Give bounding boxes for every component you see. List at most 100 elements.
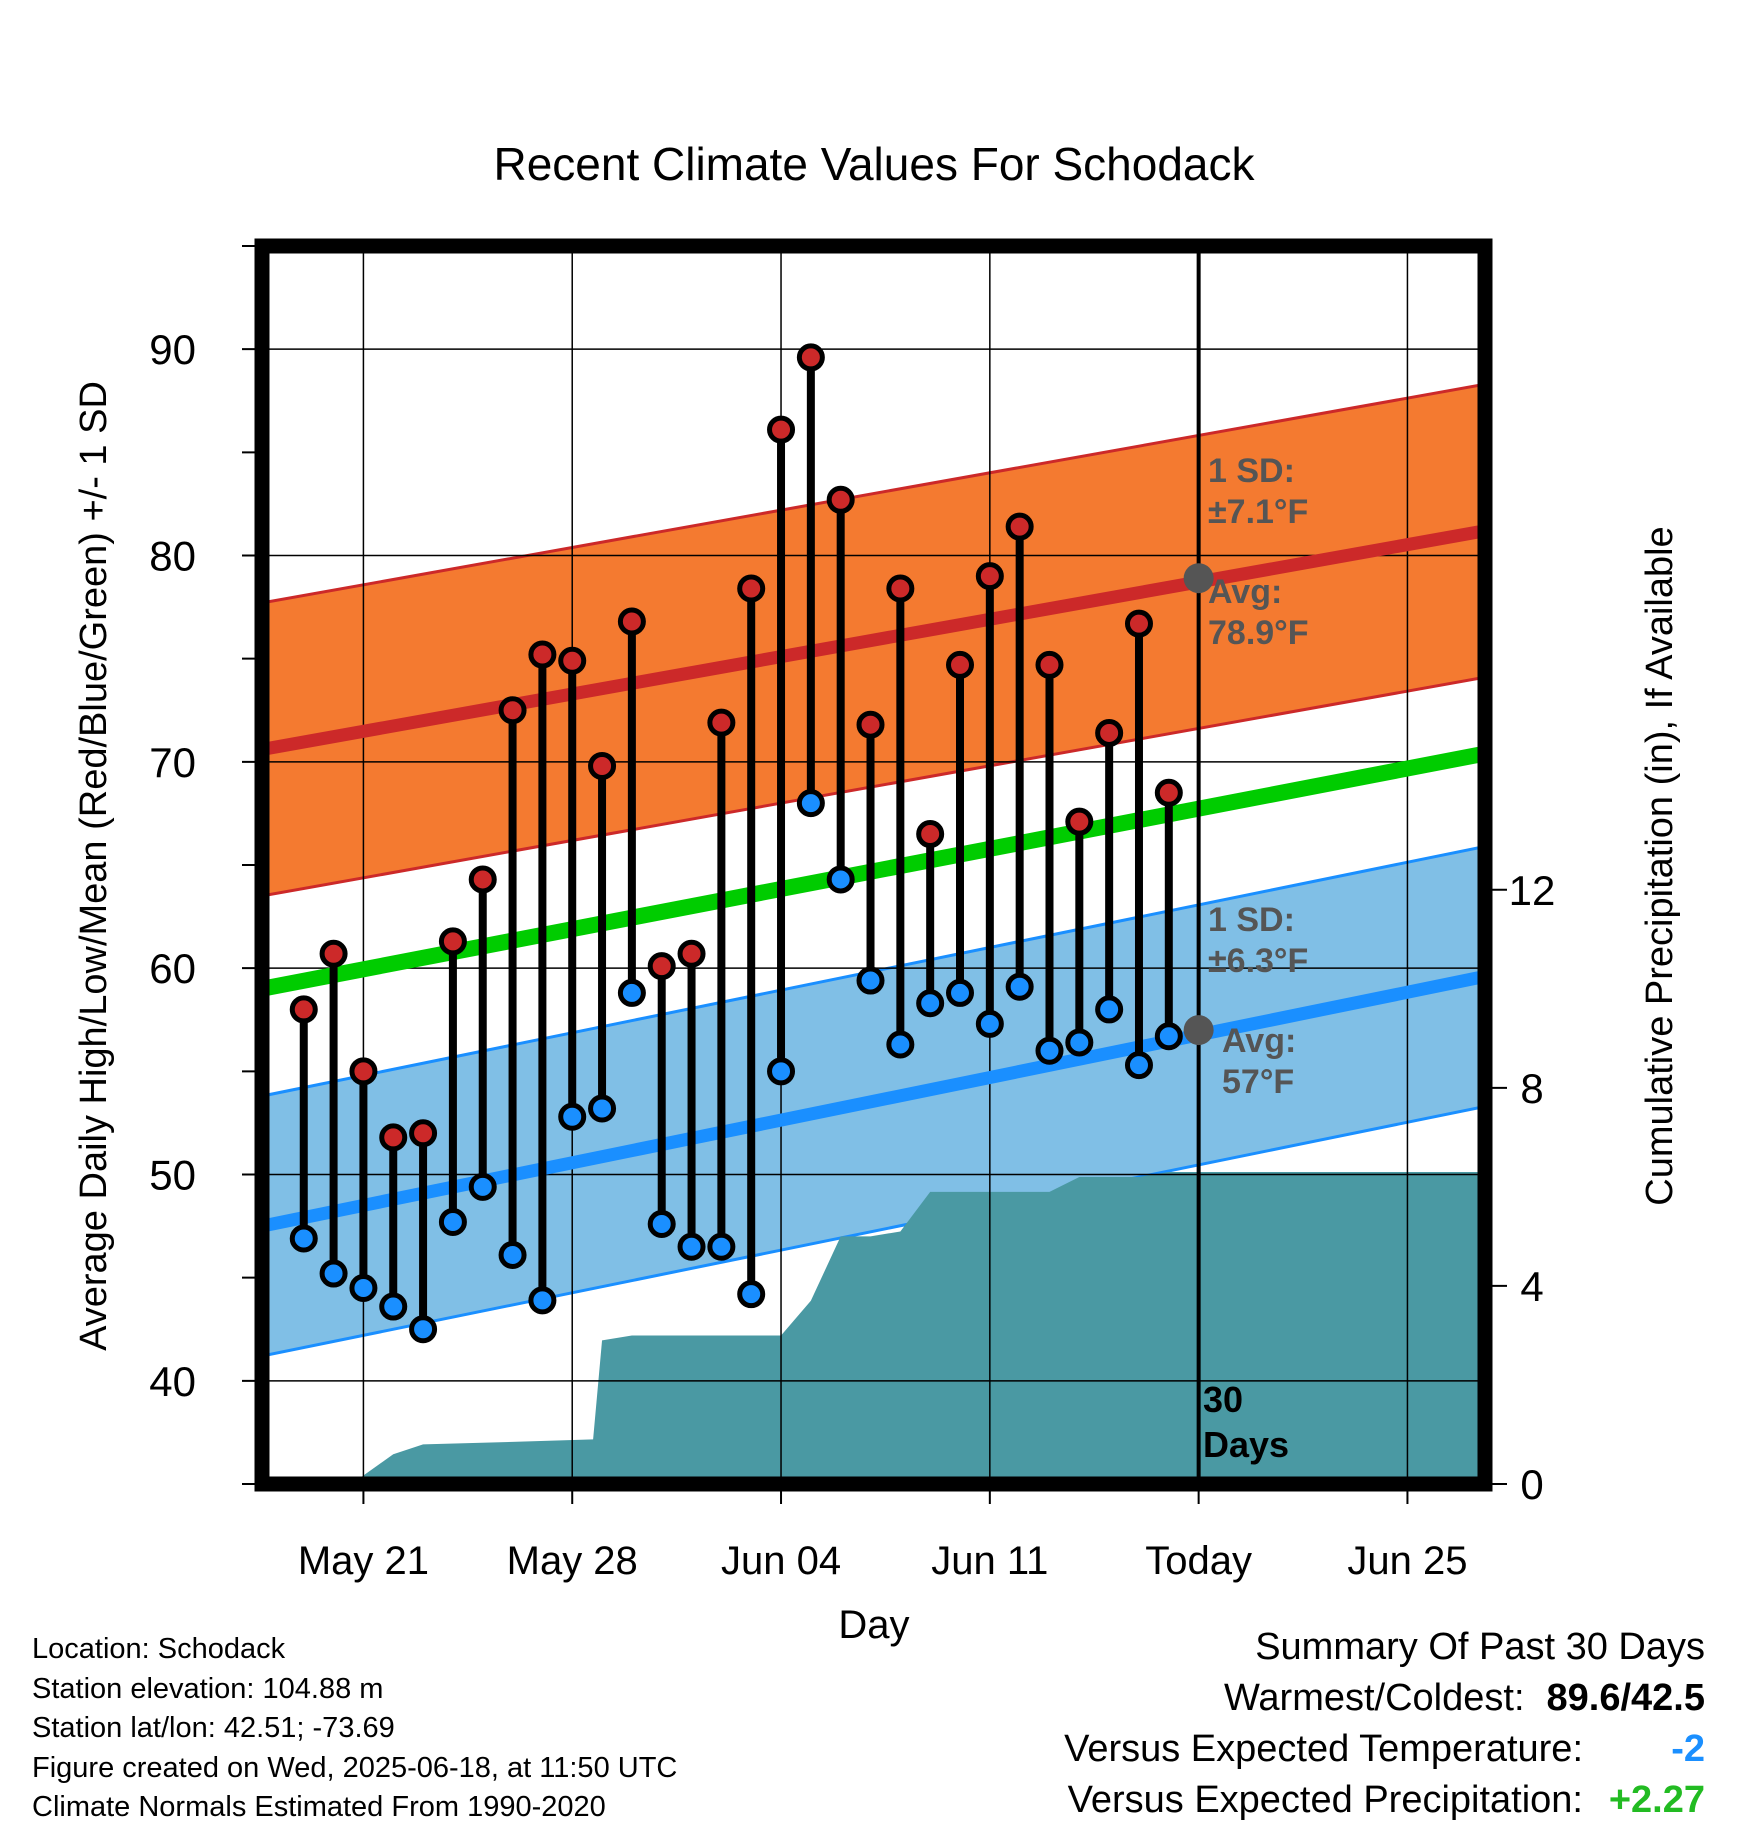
created-text: Figure created on Wed, 2025-06-18, at 11… <box>32 1751 678 1784</box>
low-point <box>409 1315 438 1344</box>
summary-warmest-coldest: Warmest/Coldest: 89.6/42.5 <box>1064 1673 1705 1724</box>
y-axis-left-label: Average Daily High/Low/Mean (Red/Blue/Gr… <box>73 381 115 1351</box>
high-sd-value: ±7.1°F <box>1208 493 1308 531</box>
low-point <box>558 1102 587 1131</box>
high-point <box>767 415 796 444</box>
high-sd-band-upper-edge <box>262 382 1485 605</box>
x-axis-label: Day <box>838 1603 909 1647</box>
y-left-tick-label: 80 <box>149 533 196 580</box>
high-point <box>319 939 348 968</box>
high-point <box>349 1057 378 1086</box>
low-point <box>826 865 855 894</box>
high-point <box>916 820 945 849</box>
elevation-text: Station elevation: 104.88 m <box>32 1672 384 1705</box>
high-point <box>498 696 527 725</box>
low-point <box>737 1280 766 1309</box>
low-point <box>796 789 825 818</box>
low-point <box>975 1009 1004 1038</box>
high-point <box>1005 512 1034 541</box>
temp-value: -2 <box>1671 1728 1705 1770</box>
latlon-text: Station lat/lon: 42.51; -73.69 <box>32 1712 395 1744</box>
chart-title: Recent Climate Values For Schodack <box>493 138 1255 190</box>
high-point <box>617 607 646 636</box>
low-point <box>1095 995 1124 1024</box>
y-axis-right-label: Cumulative Precipitation (in), If Availa… <box>1639 526 1681 1205</box>
high-point <box>289 995 318 1024</box>
y-left-tick-label: 50 <box>149 1152 196 1199</box>
high-point <box>707 708 736 737</box>
low-point <box>1124 1051 1153 1080</box>
high-point <box>826 485 855 514</box>
low-point <box>498 1240 527 1269</box>
low-point <box>946 978 975 1007</box>
high-point <box>1124 609 1153 638</box>
x-tick-label: May 21 <box>298 1539 429 1583</box>
precip-value: +2.27 <box>1608 1779 1705 1821</box>
low-sd-label: 1 SD: <box>1208 901 1295 939</box>
low-avg-label: Avg: <box>1222 1022 1296 1060</box>
high-point <box>946 650 975 679</box>
low-point <box>1005 972 1034 1001</box>
x-tick-label: Jun 11 <box>931 1539 1048 1583</box>
precip-area <box>351 1172 1485 1484</box>
y-left-tick-label: 40 <box>149 1358 196 1405</box>
today-high-avg-marker <box>1183 563 1214 594</box>
high-point <box>737 574 766 603</box>
high-point <box>856 710 885 739</box>
summary-panel: Summary Of Past 30 Days Warmest/Coldest:… <box>1064 1622 1705 1826</box>
high-point <box>528 640 557 669</box>
high-point <box>558 646 587 675</box>
high-point <box>1095 718 1124 747</box>
low-point <box>588 1094 617 1123</box>
x-tick-label: Today <box>1145 1539 1252 1583</box>
y-right-tick-label: 12 <box>1509 867 1556 914</box>
high-point <box>886 574 915 603</box>
location-text: Location: Schodack <box>32 1633 286 1665</box>
y-right-tick-label: 0 <box>1520 1461 1543 1508</box>
high-point <box>1154 778 1183 807</box>
high-point <box>1035 650 1064 679</box>
high-point <box>975 562 1004 591</box>
low-point <box>886 1030 915 1059</box>
high-point <box>409 1119 438 1148</box>
high-avg-label: Avg: <box>1208 573 1282 611</box>
high-point <box>677 939 706 968</box>
low-point <box>1035 1036 1064 1065</box>
x-tick-label: Jun 04 <box>721 1539 841 1583</box>
low-avg-value: 57°F <box>1222 1063 1294 1101</box>
low-point <box>677 1232 706 1261</box>
high-point <box>588 751 617 780</box>
low-point <box>856 966 885 995</box>
low-point <box>528 1286 557 1315</box>
today-low-avg-marker <box>1183 1015 1214 1046</box>
low-point <box>1065 1028 1094 1057</box>
y-left-tick-label: 60 <box>149 945 196 992</box>
normal-high-line <box>262 524 1485 756</box>
low-point <box>916 989 945 1018</box>
x-tick-label: Jun 25 <box>1347 1539 1467 1583</box>
normal-low-line <box>262 970 1485 1233</box>
high-point <box>438 927 467 956</box>
low-point <box>1154 1022 1183 1051</box>
y-right-tick-label: 4 <box>1520 1263 1543 1310</box>
low-sd-value: ±6.3°F <box>1208 942 1308 980</box>
precip-label: Versus Expected Precipitation: <box>1067 1779 1583 1821</box>
x-tick-label: May 28 <box>507 1539 638 1583</box>
low-point <box>617 978 646 1007</box>
y-left-tick-label: 70 <box>149 739 196 786</box>
high-avg-value: 78.9°F <box>1208 614 1309 652</box>
low-point <box>289 1224 318 1253</box>
low-sd-band-lower-edge <box>262 1104 1485 1358</box>
high-point <box>647 952 676 981</box>
y-right-tick-label: 8 <box>1520 1065 1543 1112</box>
low-point <box>319 1259 348 1288</box>
summary-temperature: Versus Expected Temperature: -2 <box>1064 1724 1705 1775</box>
normals-text: Climate Normals Estimated From 1990-2020 <box>32 1791 606 1823</box>
temp-label: Versus Expected Temperature: <box>1064 1728 1583 1770</box>
warmest-coldest-value: 89.6/42.5 <box>1546 1677 1705 1719</box>
low-point <box>349 1273 378 1302</box>
high-point <box>468 865 497 894</box>
summary-heading: Summary Of Past 30 Days <box>1255 1626 1705 1668</box>
low-point <box>647 1210 676 1239</box>
